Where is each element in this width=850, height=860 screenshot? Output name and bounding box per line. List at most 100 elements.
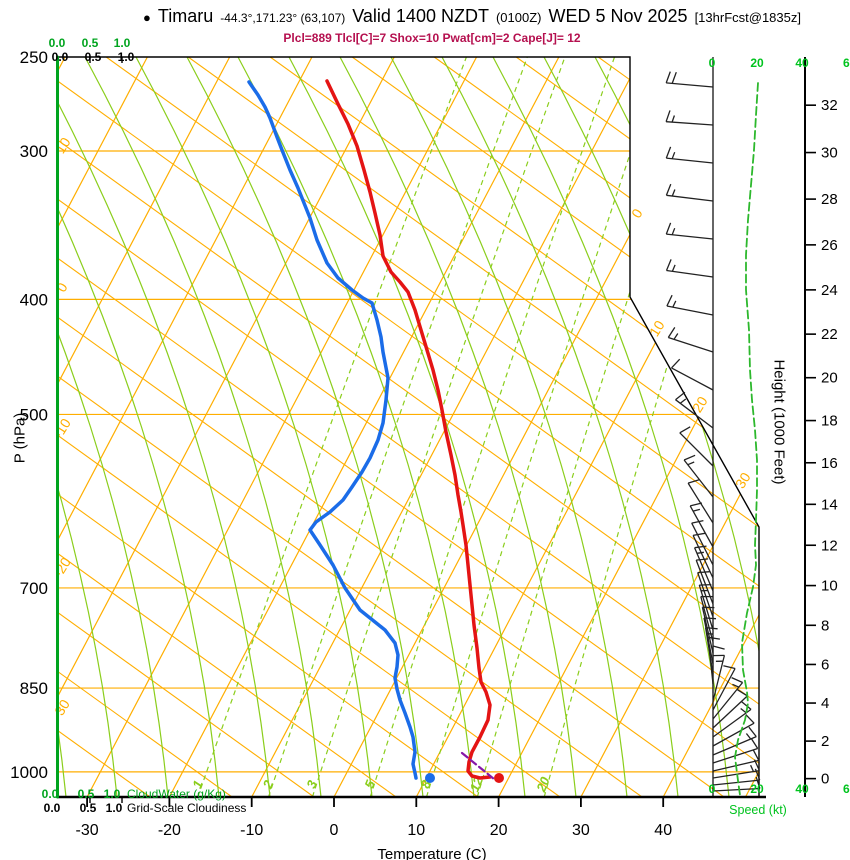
page-title: ● Timaru -44.3°,171.23° (63,107) Valid 1… [143,6,801,27]
wind-barb [692,535,714,579]
pressure-tick: 1000 [10,763,48,782]
wind-barb [666,82,714,88]
cloudwater-top-1: 1.0 [113,36,131,50]
cloudiness-bot-1: 1.0 [105,801,123,815]
height-tick: 20 [821,370,838,387]
temperature-tick-labels: -30 -20 -10 0 10 20 30 40 [76,797,672,839]
cloudiness-top-05: 0.5 [84,50,102,64]
speed-bot-40: 40 [795,782,809,796]
height-tick: 10 [821,578,838,595]
wind-barb [697,572,714,618]
wind-barb [671,367,714,391]
parcel-path [460,751,496,781]
height-tick: 22 [821,326,838,343]
isotherm-label-diagonal: 20 [689,393,711,415]
wind-barb [683,459,714,498]
cloudwater-bot-05: 0.5 [77,787,95,801]
wind-barb [694,547,714,592]
wind-barb [712,769,760,779]
wind-barb [712,655,726,702]
wind-barb [691,522,714,566]
isotherm-label-left: -30 [49,696,73,722]
wind-barb [712,682,744,720]
wind-barb [675,399,714,429]
wind-barb [666,157,714,164]
cloudwater-bot-1: 1.0 [103,787,121,801]
pressure-tick-labels: 250 300 400 500 700 850 1000 [10,48,48,782]
height-tick: 2 [821,733,829,750]
cloudiness-bot-05: 0.5 [79,801,97,815]
pressure-axis-label: P (hPa) [11,412,29,464]
forecast-info: [13hrFcst@1835z] [694,10,801,25]
wind-barb [701,607,714,654]
height-tick: 24 [821,282,838,299]
height-tick: 26 [821,237,838,254]
pressure-tick: 500 [20,405,48,424]
station-coords: -44.3°,171.23° (63,107) [220,11,346,25]
mixing-ratio-lines [197,57,759,797]
wind-barb [666,233,714,240]
dewpoint-curve [247,80,418,780]
isobar-grid [57,150,759,773]
pressure-tick: 850 [20,679,48,698]
wind-barb [666,121,714,126]
station-bullet-icon: ● [143,10,151,25]
temperature-tick: -20 [158,822,181,839]
wind-barb [668,336,714,353]
cloudwater-top-0: 0.0 [48,36,66,50]
height-tick: 18 [821,413,838,430]
wind-barb [689,505,714,548]
height-tick: 6 [821,656,829,673]
wind-barb [666,305,714,316]
wind-barb [712,695,748,729]
wind-barb [695,559,714,605]
valid-time: Valid 1400 NZDT [352,6,489,26]
temperature-tick: 40 [654,822,672,839]
height-tick: 30 [821,145,838,162]
speed-bot-20: 20 [750,782,764,796]
pressure-tick: 700 [20,579,48,598]
mixing-label: 20 [533,774,553,795]
pressure-tick: 250 [20,48,48,67]
cloudiness-top-1: 1.0 [117,50,135,64]
cloudwater-bot-0: 0.0 [41,787,59,801]
speed-bot-60: 60 [843,782,850,796]
speed-top-60: 60 [843,56,850,70]
isotherm-label-left: -20 [50,554,74,580]
cloudiness-top-0: 0.0 [51,50,69,64]
isotherm-label-diagonal: 10 [646,317,668,339]
isotherm-label-left: 10 [52,134,74,156]
speed-top-40: 40 [795,56,809,70]
surface-dewpoint-dot [425,773,435,783]
wind-barb [712,708,752,738]
speed-bot-0: 0 [708,782,716,796]
pressure-tick: 300 [20,142,48,161]
wind-barb [712,668,736,711]
wind-barb [679,432,714,467]
temperature-tick: -10 [240,822,263,839]
cloudwater-axis-label: CloudWater (g/Kg) [127,787,226,801]
pressure-tick: 400 [20,290,48,309]
height-tick: 32 [821,97,838,114]
wind-barb [712,779,760,786]
valid-zulu: (0100Z) [495,10,542,25]
height-tick: 16 [821,455,838,472]
wind-barb [707,637,714,685]
height-tick: 28 [821,191,838,208]
temperature-axis-label: Temperature (C) [377,846,487,860]
speed-top-0: 0 [708,56,716,70]
cloudiness-bot-0: 0.0 [43,801,61,815]
temperature-curve [325,79,492,780]
wind-speed-profile [734,82,759,796]
isotherm-label-left: 0 [53,280,71,295]
background-grid [57,57,759,797]
temperature-tick: 0 [330,822,339,839]
cloudwater-top-05: 0.5 [81,36,99,50]
temperature-tick: 10 [407,822,425,839]
height-axis-label: Height (1000 Feet) [770,359,788,485]
wind-barb [712,722,755,747]
